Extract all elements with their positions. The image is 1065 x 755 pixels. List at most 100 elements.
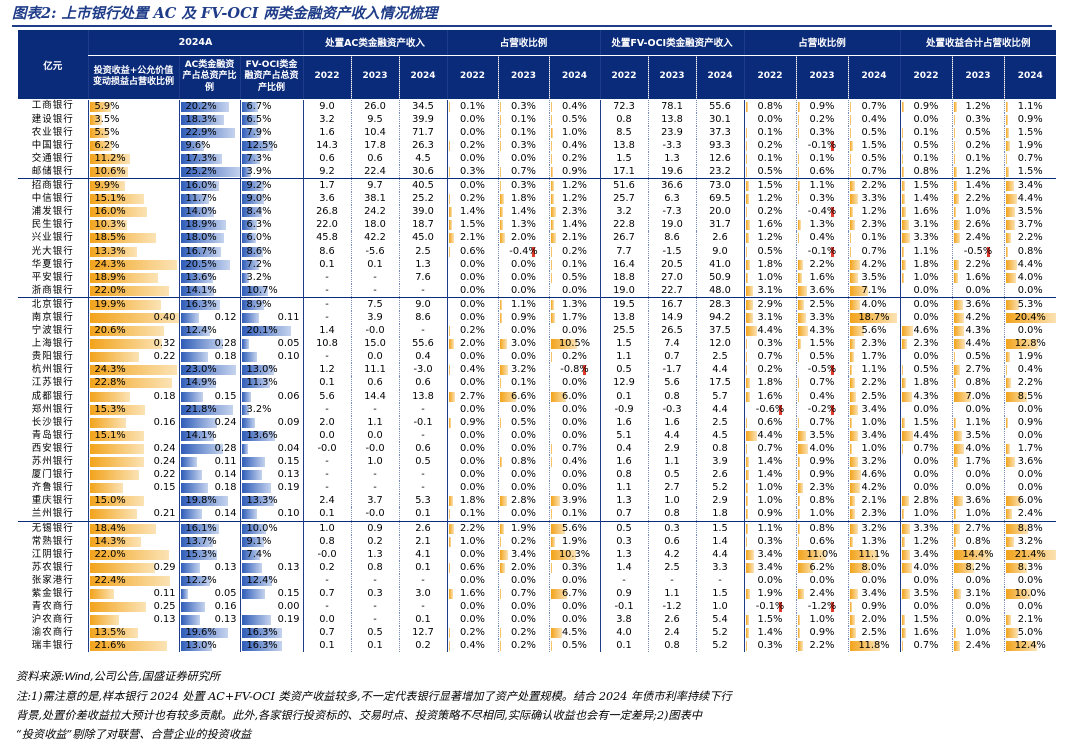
fvoci-income-2024: 2.5	[695, 415, 744, 429]
cell-value: 11.0%	[806, 548, 838, 560]
cell-value: 1.4%	[965, 180, 991, 192]
fvoci-income-2022: 0.1	[599, 389, 648, 403]
fvoci-income-2023: 2.6	[647, 613, 696, 627]
bank-name: 邮储银行	[18, 165, 88, 179]
ac-income-2024: 18.7	[398, 218, 447, 232]
value-bar	[241, 272, 250, 283]
total-ratio-2022: 0.0%	[899, 402, 952, 416]
value-bar	[849, 101, 852, 112]
cell-value: 3.3%	[809, 312, 835, 323]
cell-value: 0.15	[277, 587, 300, 599]
cell-value: 0.0%	[460, 126, 485, 138]
bank-name: 苏州银行	[18, 455, 88, 468]
table-row: 兰州银行 0.21 0.14 0.10 0.1 -0.0 0.1 0.1% 0.0% 0.1% 0.…	[18, 507, 1056, 521]
cell-value: 1.4%	[757, 469, 783, 481]
cell-value: 紫金银行	[31, 587, 74, 599]
cell-value: -0.2%	[807, 403, 837, 415]
cell-value: 3.3%	[913, 232, 939, 244]
fvoci-ratio-2024: 0.0%	[847, 573, 900, 587]
fvoci-asset-ratio: 9.1%	[239, 534, 303, 548]
cell-value: 招商银行	[31, 180, 74, 192]
cell-value: 6.0%	[246, 232, 272, 244]
cell-value: 0.8%	[965, 535, 991, 547]
value-bar	[849, 602, 852, 613]
fvoci-income-2022: 3.8	[599, 613, 648, 627]
cell-value: 0.0%	[460, 601, 485, 613]
value-bar	[1005, 166, 1010, 177]
cell-value: 0.0%	[1017, 403, 1043, 415]
value-bar	[180, 285, 215, 296]
ac-ratio-2022: 0.0%	[446, 376, 498, 390]
cell-value: 1.6%	[460, 587, 485, 599]
cell-value: 1.3	[616, 548, 632, 560]
cell-value: 建设银行	[31, 113, 74, 125]
fvoci-income-2022: -0.9	[599, 402, 648, 416]
ac-income-2022: -	[302, 402, 351, 416]
value-bar	[499, 588, 502, 599]
fvoci-income-2024: 12.0	[695, 337, 744, 351]
cell-value: 1.0%	[913, 508, 939, 520]
total-ratio-2024: 20.4%	[1003, 311, 1056, 325]
cell-value: 6.2%	[94, 139, 120, 151]
cell-value: 41.0	[709, 258, 731, 270]
cell-value: 1.4%	[511, 206, 536, 218]
value-bar	[953, 127, 955, 138]
cell-value: 0.2%	[460, 627, 485, 639]
total-ratio-2024: 0.9%	[1003, 415, 1056, 429]
value-bar	[849, 181, 856, 192]
bank-name: 工商银行	[18, 99, 88, 113]
total-ratio-2022: 3.3%	[899, 231, 952, 245]
cell-value: 0.3	[616, 535, 632, 547]
ac-income-2024: 0.5	[398, 455, 447, 469]
total-ratio-2022: 3.3%	[899, 520, 952, 535]
bank-name: 江阴银行	[18, 548, 88, 561]
cell-value: 15.1%	[94, 193, 126, 205]
value-bar	[745, 326, 757, 337]
cell-value: 0.05	[214, 587, 237, 599]
ac-income-2023: 3.9	[350, 311, 399, 325]
cell-value: 1.5%	[1017, 165, 1043, 177]
fvoci-ratio-2024: 3.2%	[847, 455, 900, 469]
ac-income-2024: -	[398, 428, 447, 442]
ac-income-2022: -	[302, 455, 351, 469]
fvoci-income-2024: 4.4	[695, 363, 744, 377]
cell-value: 7.6	[415, 271, 431, 283]
cell-value: 0.9%	[809, 627, 835, 639]
total-ratio-2024: 4.0%	[1003, 270, 1056, 284]
table-row: 交通银行 11.2% 17.3% 7.3% 0.6 0.6 4.5 0.0% 0.0% 0.2% 1…	[18, 151, 1056, 165]
cell-value: 2.6	[712, 232, 728, 244]
cell-value: 16.4	[613, 258, 635, 270]
fvoci-income-2024: 2.9	[695, 494, 744, 508]
cell-value: 0.0	[319, 614, 335, 626]
cell-value: 杭州银行	[31, 364, 74, 376]
value-bar	[1005, 233, 1012, 244]
cell-value: 27.0	[661, 271, 683, 283]
cell-value: 13.8	[613, 312, 635, 323]
fvoci-income-2022: -	[599, 573, 648, 587]
ac-income-2022: 0.2	[302, 560, 351, 574]
value-bar	[241, 339, 250, 350]
invest-ratio: 9.9%	[87, 178, 179, 193]
value-bar	[745, 470, 750, 481]
cell-value: 4.6%	[913, 325, 939, 337]
cell-value: 1.8%	[913, 377, 939, 389]
table-row: 青农商行 0.25 0.16 0.00- - -0.0% 0.0% 0.0% -0.1 -1.2 1…	[18, 600, 1056, 614]
cell-value: 0.7%	[861, 245, 887, 257]
value-bar	[901, 417, 906, 428]
cell-value: 3.5%	[861, 271, 887, 283]
ac-income-2022: 0.1	[302, 257, 351, 271]
fvoci-income-2024: 0.8	[695, 441, 744, 456]
value-bar	[1005, 339, 1039, 350]
ac-income-2023: 1.0	[350, 455, 399, 469]
cell-value: 4.0%	[965, 442, 991, 454]
cell-value: 0.1	[319, 258, 335, 270]
value-bar	[550, 496, 561, 507]
ac-ratio-2022: 0.0%	[446, 311, 498, 325]
fvoci-income-2024: 37.5	[695, 324, 744, 338]
value-bar	[448, 365, 450, 376]
cell-value: 14.3	[316, 139, 338, 151]
ac-ratio-2024: 0.2%	[548, 350, 600, 364]
ac-ratio-2023: 3.2%	[497, 363, 549, 377]
ac-income-2024: 34.5	[398, 99, 447, 113]
cell-value: 青农商行	[31, 601, 74, 613]
